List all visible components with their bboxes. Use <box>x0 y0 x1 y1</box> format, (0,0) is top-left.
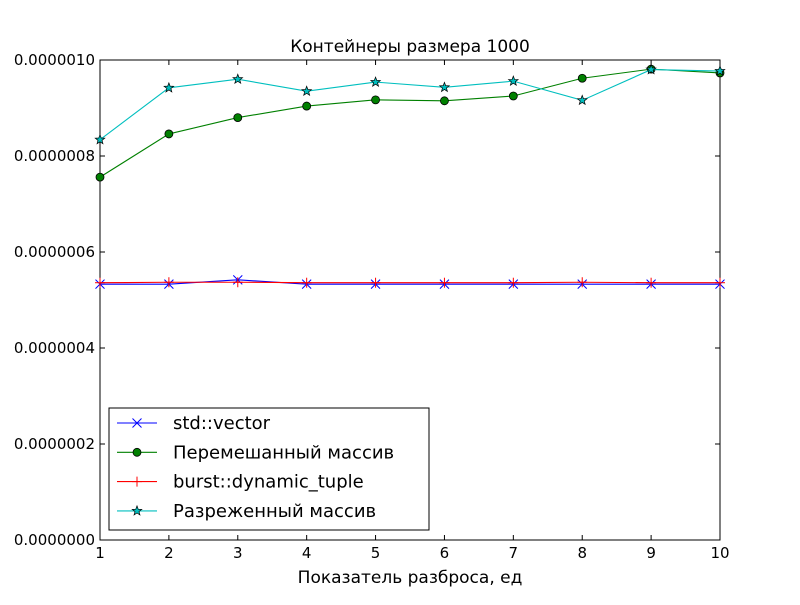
x-tick-label: 3 <box>233 544 243 562</box>
data-point <box>234 114 242 122</box>
x-tick-label: 8 <box>577 544 587 562</box>
x-tick-label: 6 <box>440 544 450 562</box>
x-tick-label: 4 <box>302 544 312 562</box>
y-tick-label: 0.0000002 <box>14 435 95 453</box>
data-point <box>165 130 173 138</box>
x-tick-label: 7 <box>509 544 519 562</box>
legend-label: Перемешанный массив <box>173 442 394 463</box>
data-point <box>578 74 586 82</box>
legend-label: std::vector <box>173 413 271 434</box>
legend-label: Разреженный массив <box>173 501 376 522</box>
data-point <box>303 102 311 110</box>
x-tick-label: 10 <box>710 544 729 562</box>
data-point <box>440 97 448 105</box>
y-tick-label: 0.0000004 <box>14 339 95 357</box>
data-point <box>96 173 104 181</box>
y-tick-label: 0.0000010 <box>14 51 95 69</box>
x-tick-label: 2 <box>164 544 174 562</box>
data-point <box>509 92 517 100</box>
y-tick-label: 0.0000006 <box>14 243 95 261</box>
data-point <box>372 96 380 104</box>
x-axis-label: Показатель разброса, ед <box>298 568 523 588</box>
x-tick-label: 9 <box>646 544 656 562</box>
x-tick-label: 1 <box>95 544 105 562</box>
legend-label: burst::dynamic_tuple <box>173 472 364 493</box>
y-tick-label: 0.0000000 <box>14 531 95 549</box>
legend-marker <box>133 448 141 456</box>
y-tick-label: 0.0000008 <box>14 147 95 165</box>
chart-title: Контейнеры размера 1000 <box>290 37 530 57</box>
x-tick-label: 5 <box>371 544 381 562</box>
